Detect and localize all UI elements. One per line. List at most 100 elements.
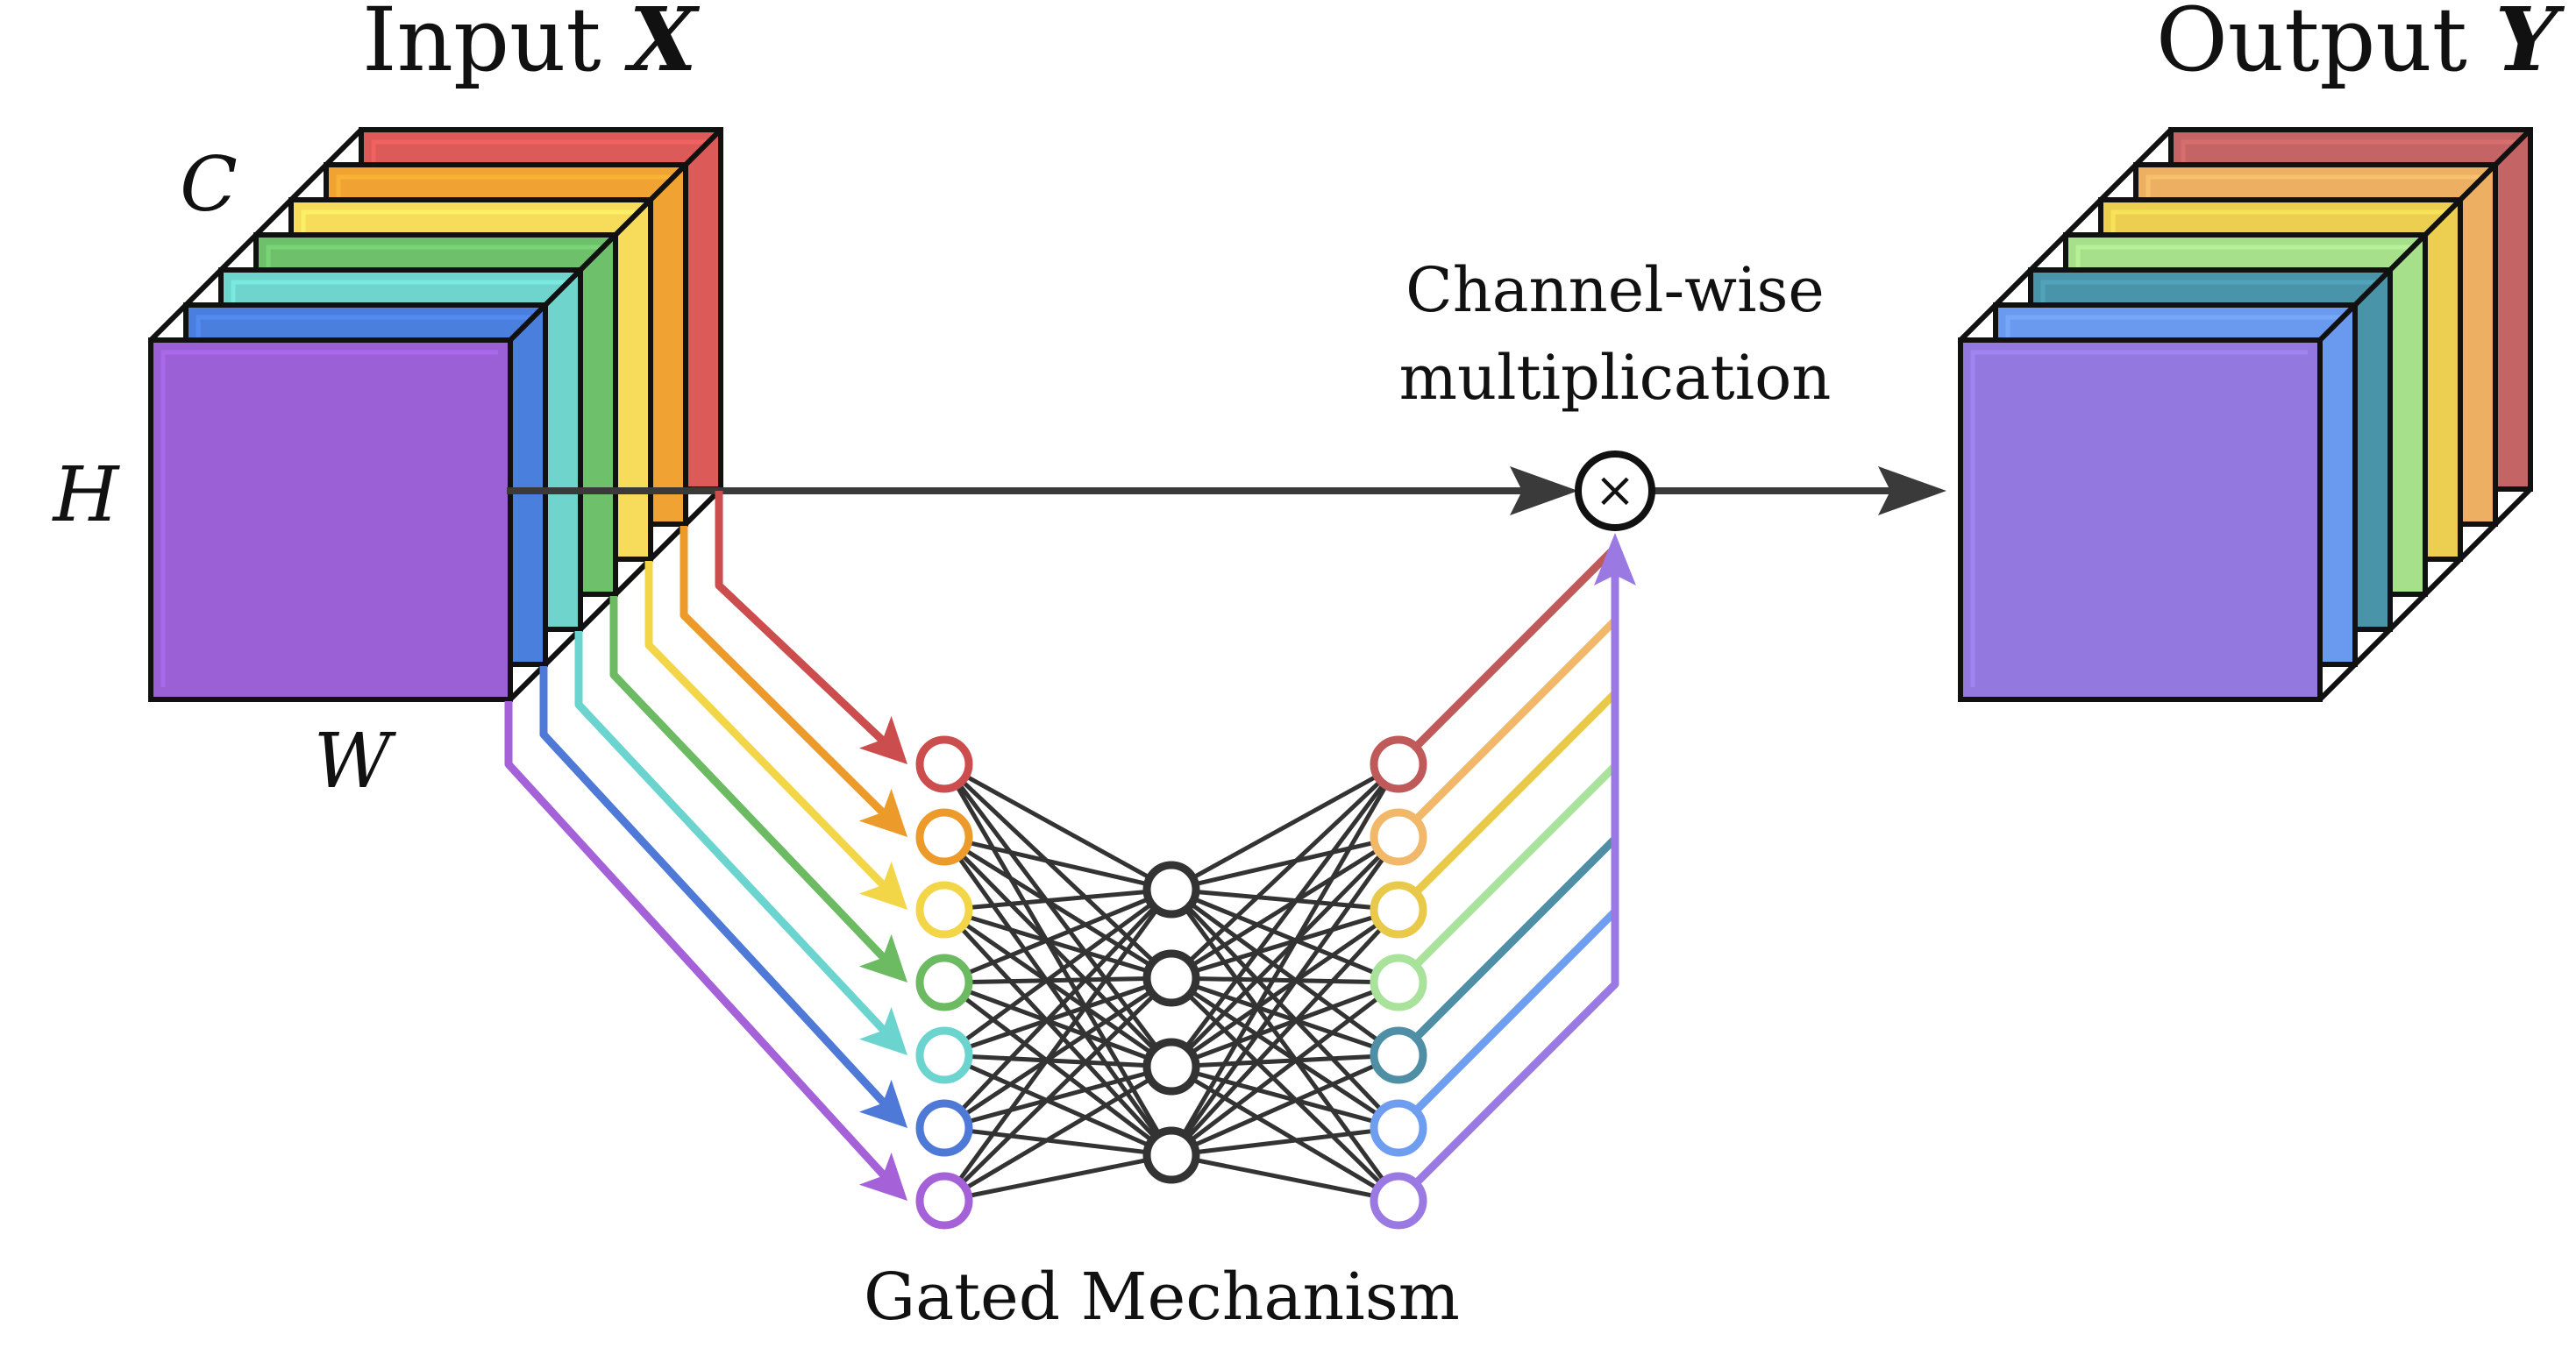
gate-edge-in1-h2 [943, 835, 1173, 1068]
gate-output-node-3 [1370, 954, 1427, 1011]
input-title-text: Input [362, 0, 601, 91]
dim-h-label: H [52, 451, 121, 539]
gate-edge-in4-h1 [943, 976, 1172, 1058]
gate-input-arrowhead-6 [858, 1152, 907, 1201]
gate-edge-in5-h2 [943, 1064, 1172, 1131]
gated-mechanism-label: Gated Mechanism [864, 1259, 1460, 1335]
input-slab-front-0 [148, 337, 513, 702]
gate-input-arrow-5 [539, 666, 906, 1126]
gate-edge-h1-out4 [1171, 976, 1399, 1058]
gate-input-arrowhead-0 [858, 715, 907, 764]
gate-edge-in4-h2 [943, 1053, 1172, 1069]
gate-output-lines [1412, 533, 1636, 1187]
output-title: Output Y [2156, 0, 2565, 91]
gate-edge-in6-h3 [943, 1153, 1172, 1203]
channel-wise-label-line2: multiplication [1399, 342, 1832, 414]
gate-output-node-4 [1370, 1026, 1427, 1084]
output-slab-front-0 [1958, 337, 2323, 702]
input-edge-br [508, 486, 723, 702]
gate-edge-h2-out5 [1171, 1064, 1399, 1131]
gate-edge-h2-out0 [1170, 763, 1400, 1068]
input-slab-bevel-0 [160, 350, 498, 687]
dim-c-label: C [180, 141, 238, 229]
gate-edge-in3-h2 [943, 980, 1172, 1069]
gate-output-line-5 [1412, 907, 1619, 1115]
dim-w-label: W [314, 718, 397, 805]
gate-output-line-6 [1413, 570, 1619, 1187]
input-channel-slab-0 [148, 337, 513, 702]
gate-input-arrows [504, 491, 907, 1201]
gate-edge-h0-out1 [1171, 834, 1399, 892]
gate-input-arrowhead-2 [858, 861, 907, 910]
channel-wise-label-line1: Channel-wise [1405, 254, 1825, 326]
gate-edge-h3-out2 [1170, 908, 1400, 1157]
gate-edge-h2-out3 [1171, 980, 1399, 1069]
gate-output-node-6 [1370, 1172, 1427, 1230]
gate-input-node-6 [915, 1172, 973, 1230]
gate-edge-h1-out1 [1170, 834, 1400, 981]
gate-edge-h3-out6 [1171, 1153, 1399, 1203]
gate-edge-h0-out4 [1170, 887, 1400, 1058]
gate-input-arrowhead-5 [858, 1079, 907, 1128]
gate-input-arrow-6 [504, 701, 906, 1199]
gate-output-line-1 [1412, 616, 1619, 824]
gate-input-arrow-0 [715, 491, 906, 763]
gate-edge-in1-h1 [943, 834, 1173, 981]
gate-output-line-4 [1412, 834, 1619, 1042]
gate-input-node-1 [915, 808, 973, 866]
gate-edge-h2-out4 [1171, 1053, 1399, 1069]
gate-output-node-0 [1370, 735, 1427, 793]
gate-edge-in2-h3 [943, 908, 1173, 1157]
gate-input-node-2 [915, 881, 973, 939]
gate-edge-h1-out5 [1170, 976, 1400, 1131]
gate-edge-in3-h3 [943, 981, 1173, 1157]
gate-edges [942, 762, 1401, 1203]
gate-edge-in2-h1 [943, 907, 1172, 981]
skip-connection [507, 466, 1946, 515]
gate-input-node-3 [915, 954, 973, 1011]
gate-input-arrow-2 [644, 561, 906, 908]
gate-edge-in2-h2 [943, 907, 1173, 1069]
gate-edge-in3-h0 [943, 887, 1172, 985]
gate-edge-h1-out0 [1170, 763, 1400, 980]
gate-input-arrowhead-4 [858, 1006, 907, 1055]
gate-hidden-node-1 [1142, 949, 1200, 1007]
multiply-operator: × [1575, 451, 1655, 531]
gate-edge-in5-h1 [943, 976, 1173, 1131]
output-edge-br [2317, 486, 2533, 702]
gate-hidden-node-0 [1142, 861, 1200, 919]
multiply-circle [1575, 451, 1655, 531]
gate-output-node-2 [1370, 881, 1427, 939]
gate-edge-h0-out3 [1171, 887, 1399, 985]
gate-output-node-5 [1370, 1099, 1427, 1157]
output-title-var: Y [2495, 0, 2565, 91]
gate-edge-h2-out2 [1170, 907, 1400, 1069]
gate-output-node-1 [1370, 808, 1427, 866]
gate-edge-in1-h0 [943, 834, 1172, 892]
output-slab-bevel-0 [1970, 350, 2308, 687]
gate-edge-in2-h0 [943, 887, 1172, 912]
input-edge-tr [508, 127, 723, 343]
gate-input-arrowhead-1 [858, 788, 907, 837]
gate-input-node-5 [915, 1099, 973, 1157]
gate-edge-in0-h0 [943, 762, 1173, 892]
gate-edge-in4-h3 [943, 1053, 1173, 1158]
gate-output-line-0 [1412, 543, 1619, 751]
gate-edge-h3-out3 [1170, 981, 1400, 1157]
input-edge-tl [148, 127, 364, 343]
gate-edge-in4-h0 [943, 887, 1173, 1058]
gate-edge-in6-h0 [942, 888, 1174, 1203]
gate-nodes [915, 735, 1427, 1230]
gate-output-arrowhead [1594, 533, 1636, 585]
multiply-symbol: × [1595, 462, 1636, 519]
gate-edge-h0-out0 [1170, 762, 1400, 892]
gate-edge-in3-h1 [943, 976, 1172, 985]
gate-edge-in5-h3 [943, 1125, 1172, 1158]
gate-edge-in5-h0 [943, 888, 1173, 1130]
output-channel-slab-0 [1958, 337, 2323, 702]
output-edge-tl [1958, 127, 2174, 343]
gate-hidden-node-3 [1142, 1126, 1200, 1184]
gate-edge-in1-h3 [942, 835, 1174, 1157]
gate-output-line-2 [1412, 689, 1619, 897]
